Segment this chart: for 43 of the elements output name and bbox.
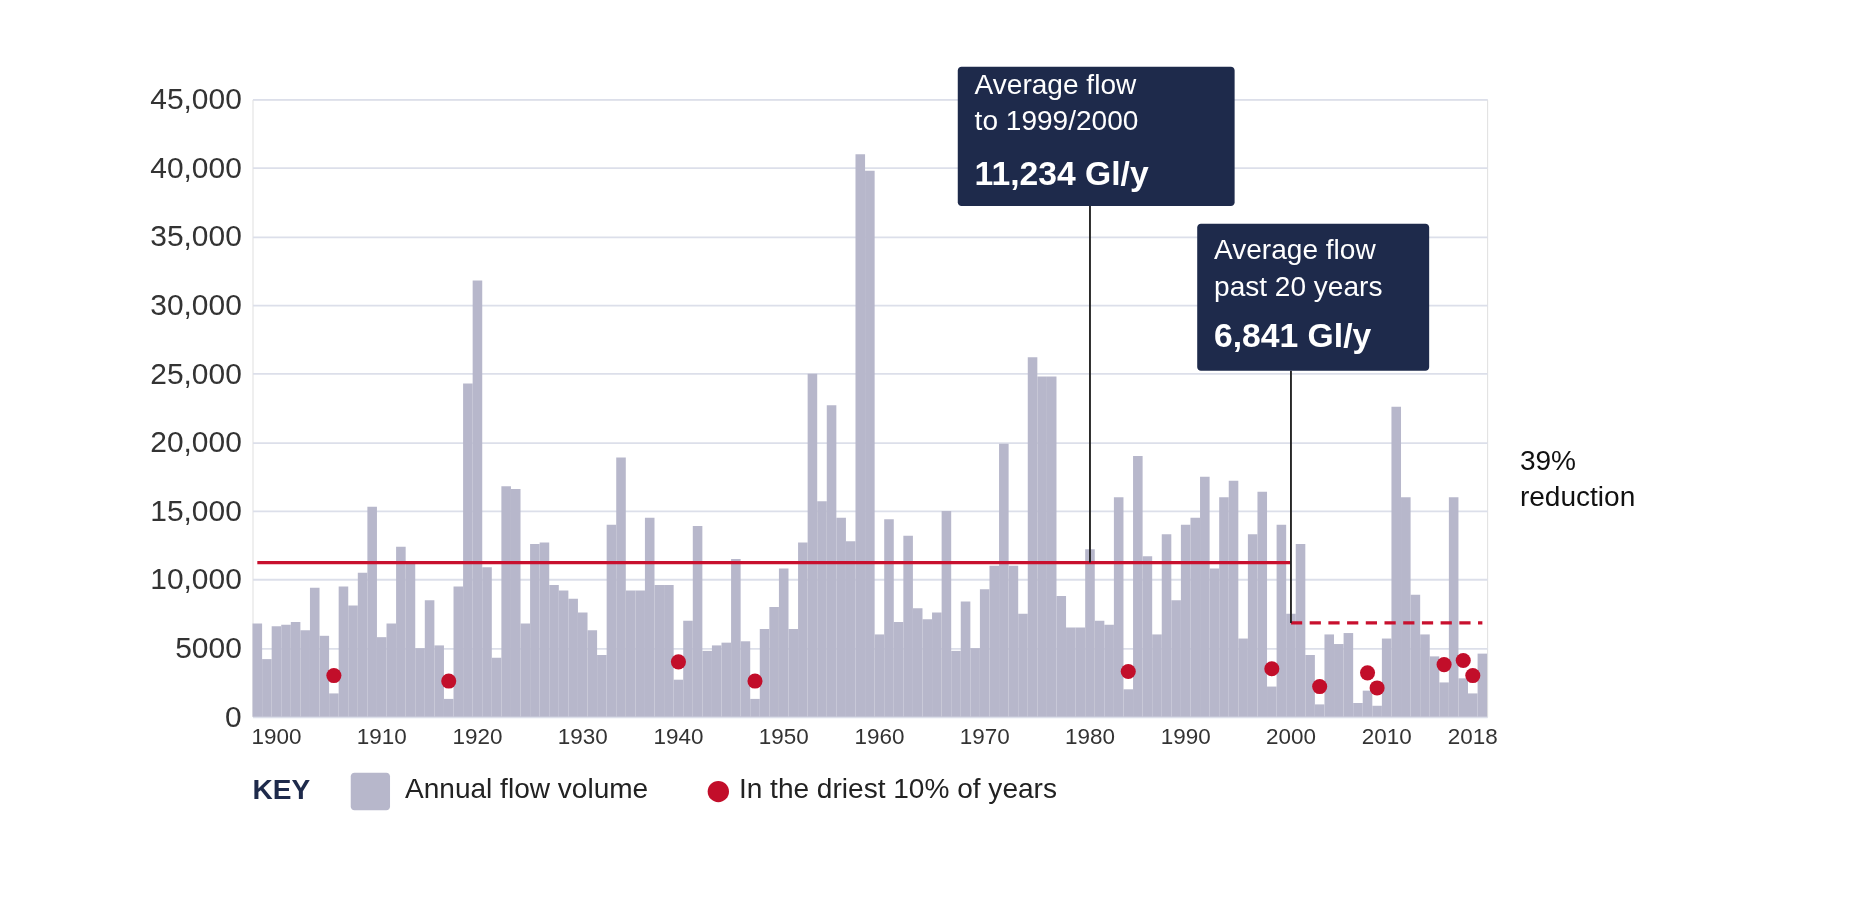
y-tick-label: 45,000 xyxy=(150,82,242,116)
x-tick-label: 1980 xyxy=(1065,724,1115,750)
y-tick-label: 20,000 xyxy=(150,425,242,459)
x-tick-label: 1930 xyxy=(557,724,608,750)
x-tick-label: 2018 xyxy=(1447,724,1498,750)
point xyxy=(1359,665,1376,681)
y-tick-label: 35,000 xyxy=(150,219,242,253)
annotation: Average flow past 20 years xyxy=(1214,234,1383,302)
point xyxy=(1312,679,1328,695)
point xyxy=(1369,680,1385,696)
y-tick-label: 15,000 xyxy=(150,493,242,527)
text: 39% reduction xyxy=(1519,444,1636,513)
x-tick-label: 1900 xyxy=(251,724,302,750)
y-tick-label: 25,000 xyxy=(150,356,242,390)
x-tick-label: 1920 xyxy=(452,724,503,750)
annotation: 11,234 Gl/y xyxy=(974,155,1149,193)
point xyxy=(326,668,342,684)
x-tick-label: 2000 xyxy=(1266,724,1316,750)
point xyxy=(1455,652,1471,669)
y-tick-label: 40,000 xyxy=(150,150,242,184)
point xyxy=(670,654,686,670)
point xyxy=(1264,661,1280,677)
point xyxy=(747,673,763,689)
legend-title: KEY xyxy=(252,774,311,806)
x-tick-label: 1960 xyxy=(854,724,905,750)
point xyxy=(1436,657,1452,673)
y-tick-label: 30,000 xyxy=(150,288,242,322)
y-tick-label: 0 xyxy=(225,699,242,733)
point xyxy=(1465,668,1481,684)
x-tick-label: 1910 xyxy=(356,724,407,750)
x-tick-label: 1970 xyxy=(959,724,1010,750)
point xyxy=(1120,663,1136,679)
x-tick-label: 1990 xyxy=(1160,724,1211,750)
x-tick-label: 2010 xyxy=(1361,724,1412,750)
annotation: 6,841 Gl/y xyxy=(1214,317,1372,355)
annotation: Average flow to 1999/2000 xyxy=(974,68,1139,137)
legend-label: Annual flow volume xyxy=(404,773,649,805)
legend-label: In the driest 10% of years xyxy=(738,773,1057,805)
y-tick-label: 5000 xyxy=(175,630,242,664)
x-tick-label: 1940 xyxy=(653,724,704,750)
point xyxy=(441,673,457,689)
y-tick-label: 10,000 xyxy=(150,562,242,596)
x-tick-label: 1950 xyxy=(758,724,809,750)
